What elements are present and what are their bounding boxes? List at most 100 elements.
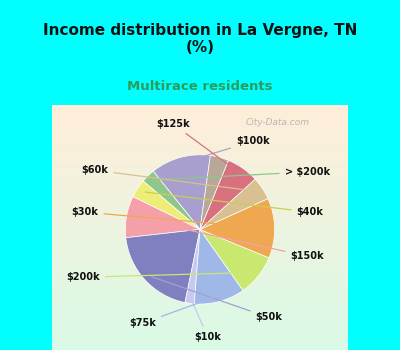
Bar — [52, 279, 348, 281]
Bar — [52, 178, 348, 181]
Bar — [52, 306, 348, 308]
Bar — [52, 262, 348, 264]
Text: $30k: $30k — [72, 207, 266, 228]
Bar — [52, 296, 348, 299]
Text: > $200k: > $200k — [155, 167, 330, 180]
Bar — [52, 345, 348, 348]
Text: $200k: $200k — [66, 272, 251, 282]
Text: City-Data.com: City-Data.com — [245, 118, 309, 127]
Bar — [52, 264, 348, 267]
Bar — [52, 117, 348, 120]
Wedge shape — [194, 229, 243, 304]
Text: $75k: $75k — [129, 297, 216, 328]
Bar — [52, 235, 348, 237]
Bar — [52, 142, 348, 144]
Bar — [52, 183, 348, 186]
Bar — [52, 289, 348, 291]
Text: $50k: $50k — [152, 277, 282, 322]
Bar — [52, 232, 348, 235]
Bar — [52, 171, 348, 174]
Bar — [52, 326, 348, 328]
Bar — [52, 201, 348, 203]
Wedge shape — [125, 197, 200, 238]
Text: $100k: $100k — [184, 136, 270, 162]
Bar — [52, 186, 348, 188]
Bar — [52, 112, 348, 115]
Bar — [52, 301, 348, 303]
Wedge shape — [153, 155, 210, 229]
Bar — [52, 267, 348, 269]
Bar — [52, 193, 348, 196]
Wedge shape — [200, 155, 228, 229]
Bar — [52, 269, 348, 272]
Bar — [52, 272, 348, 274]
Bar — [52, 169, 348, 171]
Wedge shape — [200, 198, 275, 258]
Bar — [52, 335, 348, 338]
Bar — [52, 210, 348, 213]
Wedge shape — [126, 229, 200, 302]
Bar — [52, 348, 348, 350]
Bar — [52, 156, 348, 159]
Bar — [52, 316, 348, 318]
Text: $40k: $40k — [145, 192, 324, 217]
Bar — [52, 318, 348, 321]
Bar — [52, 223, 348, 225]
Bar — [52, 252, 348, 254]
Bar — [52, 230, 348, 232]
Bar — [52, 188, 348, 191]
Bar — [52, 191, 348, 193]
Bar — [52, 225, 348, 228]
Bar — [52, 340, 348, 343]
Bar — [52, 242, 348, 245]
Bar — [52, 328, 348, 330]
Bar — [52, 274, 348, 276]
Bar — [52, 311, 348, 313]
Bar — [52, 276, 348, 279]
Bar — [52, 208, 348, 210]
Text: Income distribution in La Vergne, TN
(%): Income distribution in La Vergne, TN (%) — [43, 23, 357, 56]
Bar — [52, 257, 348, 259]
Bar — [52, 313, 348, 316]
Text: $60k: $60k — [81, 165, 255, 191]
Bar — [52, 218, 348, 220]
Bar — [52, 147, 348, 149]
Bar — [52, 308, 348, 311]
Bar — [52, 105, 348, 107]
Bar — [52, 343, 348, 345]
Bar — [52, 220, 348, 223]
Bar — [52, 144, 348, 147]
Bar — [52, 291, 348, 294]
Text: $125k: $125k — [156, 119, 237, 171]
Bar — [52, 303, 348, 306]
Bar — [52, 152, 348, 154]
Bar — [52, 139, 348, 142]
Wedge shape — [200, 179, 268, 229]
Bar — [52, 259, 348, 262]
Bar — [52, 198, 348, 201]
Bar — [52, 154, 348, 156]
Bar — [52, 299, 348, 301]
Bar — [52, 137, 348, 139]
Bar — [52, 110, 348, 112]
Wedge shape — [200, 160, 255, 229]
Bar — [52, 254, 348, 257]
Text: $10k: $10k — [192, 300, 221, 342]
Bar — [52, 205, 348, 208]
Bar — [52, 250, 348, 252]
Bar — [52, 338, 348, 340]
Bar — [52, 161, 348, 164]
Bar — [52, 330, 348, 333]
Wedge shape — [133, 181, 200, 229]
Bar — [52, 107, 348, 110]
Bar — [52, 159, 348, 161]
Bar — [52, 294, 348, 296]
Bar — [52, 203, 348, 205]
Text: $150k: $150k — [135, 218, 324, 261]
Bar — [52, 286, 348, 289]
Bar — [52, 237, 348, 240]
Wedge shape — [185, 229, 200, 304]
Bar — [52, 127, 348, 130]
Bar — [52, 323, 348, 326]
Bar — [52, 122, 348, 125]
